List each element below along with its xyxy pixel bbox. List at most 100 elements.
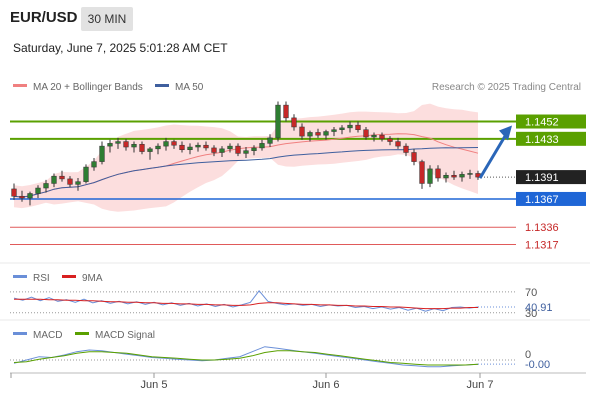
candle-body [67, 178, 73, 185]
candle-body [291, 117, 297, 128]
candle-body [251, 147, 257, 151]
rsi-last-value: 40.91 [525, 302, 553, 314]
candle-body [43, 183, 49, 189]
ma50-line [13, 147, 479, 198]
candle-body [235, 145, 241, 154]
x-tick-label: Jun 6 [313, 379, 340, 391]
rsi-ma-line [14, 298, 478, 310]
candle-body [163, 141, 169, 147]
candle-body [155, 145, 161, 150]
last-price-label-bg [516, 170, 586, 185]
candle-body [139, 144, 145, 152]
forecast-arrow-shaft [478, 133, 508, 179]
candles [11, 101, 481, 206]
candle-body [443, 175, 449, 179]
candle-body [355, 124, 361, 130]
support-label-1.1317: 1.1317 [525, 240, 559, 252]
candle-body [91, 161, 97, 168]
candle-body [283, 104, 289, 119]
main-legend: MA 20 + Bollinger Bands MA 50 [13, 82, 204, 93]
candle-body [115, 141, 121, 144]
candle-body [419, 161, 425, 184]
legend-swatch-macd-signal [75, 332, 89, 335]
credit-text: Research © 2025 Trading Central [432, 82, 581, 93]
resistance-label-1.1433: 1.1433 [525, 134, 559, 146]
macd-last-value: -0.00 [525, 359, 550, 371]
support-label-1.1336: 1.1336 [525, 222, 559, 234]
candle-body [123, 141, 129, 148]
x-tick-label: Jun 7 [467, 379, 494, 391]
candle-body [267, 137, 273, 144]
macd-zero-label: 0 [525, 349, 531, 361]
candle-body [467, 173, 473, 175]
candle-body [59, 175, 65, 180]
macd-panel: 0-0.00 [10, 346, 550, 371]
candle-body [315, 132, 321, 136]
legend-label-rsi-ma: 9MA [82, 273, 103, 284]
macd-line [13, 346, 479, 368]
candle-body [371, 134, 377, 138]
chart-datetime: Saturday, June 7, 2025 5:01:28 AM CET [13, 41, 228, 55]
legend-label-rsi: RSI [33, 273, 50, 284]
legend-swatch-ma20 [13, 84, 27, 87]
candle-body [395, 141, 401, 147]
macd-signal-line [13, 350, 479, 366]
pivot-label-1.1367: 1.1367 [525, 194, 559, 206]
legend-swatch-macd [13, 332, 27, 335]
candle-body [75, 181, 81, 185]
legend-swatch-rsi [13, 275, 27, 278]
candle-body [99, 145, 105, 162]
rsi-level-label-30: 30 [525, 308, 537, 320]
candle-body [259, 143, 265, 149]
resistance-label-bg-1.1452 [516, 114, 586, 129]
forecast-arrow-head [499, 125, 512, 141]
candle-body [19, 195, 25, 199]
candle-body [339, 127, 345, 130]
candle-body [227, 145, 233, 150]
candle-body [299, 126, 305, 137]
candle-body [243, 150, 249, 154]
resistance-label-bg-1.1433 [516, 131, 586, 146]
rsi-level-label-70: 70 [525, 287, 537, 299]
candle-body [11, 188, 17, 197]
pivot-label-bg-1.1367 [516, 191, 586, 206]
candle-body [147, 148, 153, 152]
candle-body [451, 175, 457, 178]
candle-body [403, 145, 409, 153]
candle-body [387, 138, 393, 142]
candle-body [331, 129, 337, 132]
candle-body [179, 144, 185, 151]
pair-title: EUR/USD [10, 9, 78, 26]
candle-body [195, 144, 201, 148]
rsi-legend: RSI 9MA [13, 273, 103, 284]
level-labels: 1.1452 1.1433 1.1391 1.1367 1.1336 1.1317 [516, 114, 586, 252]
candle-body [51, 175, 57, 184]
macd-legend: MACD MACD Signal [13, 330, 155, 341]
candle-body [203, 144, 209, 149]
candle-body [219, 148, 225, 153]
timeframe-badge[interactable]: 30 MIN [81, 7, 133, 31]
legend-swatch-rsi-ma [62, 275, 76, 278]
candle-body [435, 168, 441, 179]
candle-body [171, 141, 177, 146]
legend-swatch-ma50 [155, 84, 169, 87]
rsi-line [13, 289, 479, 312]
candle-body [347, 124, 353, 129]
candle-body [35, 187, 41, 194]
legend-label-ma20: MA 20 + Bollinger Bands [33, 82, 143, 93]
last-price-label: 1.1391 [525, 172, 559, 184]
candle-body [187, 146, 193, 151]
candle-body [83, 166, 89, 182]
x-axis: Jun 5 Jun 6 Jun 7 [10, 373, 494, 391]
candle-body [411, 152, 417, 162]
legend-label-macd-signal: MACD Signal [95, 330, 155, 341]
resistance-label-1.1452: 1.1452 [525, 117, 559, 129]
legend-label-macd: MACD [33, 330, 62, 341]
candle-body [211, 147, 217, 153]
candle-body [107, 143, 113, 147]
candle-body [307, 132, 313, 137]
legend-label-ma50: MA 50 [175, 82, 204, 93]
candle-body [427, 168, 433, 184]
